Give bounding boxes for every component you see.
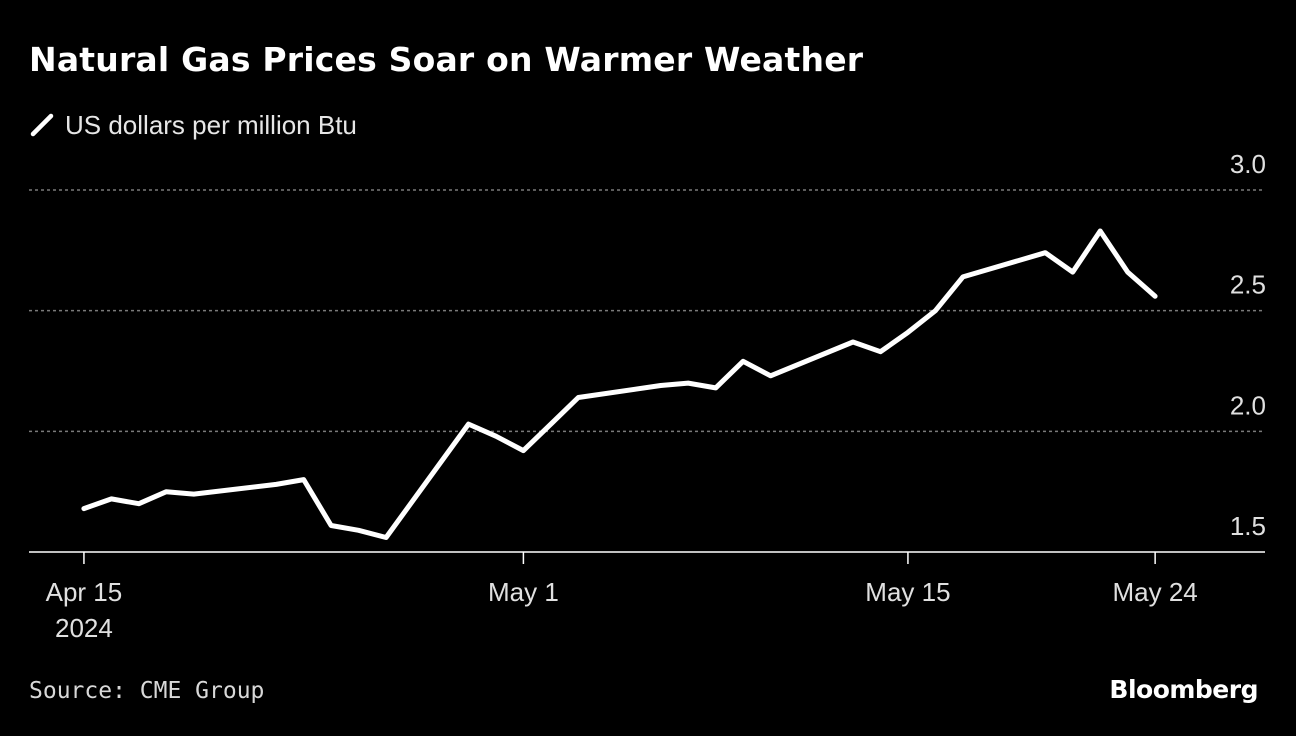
x-axis <box>29 551 1265 564</box>
bloomberg-logo: Bloomberg <box>1109 675 1258 704</box>
source-note: Source: CME Group <box>29 678 265 704</box>
y-tick-label: 2.5 <box>1230 270 1266 300</box>
legend-label: US dollars per million Btu <box>65 109 357 140</box>
grid-lines <box>29 189 1265 433</box>
x-tick-sublabel: 2024 <box>55 613 113 643</box>
x-tick-label: May 1 <box>488 577 559 607</box>
y-tick-label: 1.5 <box>1230 511 1266 541</box>
x-tick-label: Apr 15 <box>46 577 123 607</box>
x-tick-label: May 24 <box>1113 577 1198 607</box>
legend: US dollars per million Btu <box>29 108 357 142</box>
x-axis-labels: Apr 15 2024 May 1 May 15 May 24 <box>46 577 1198 643</box>
x-tick-label: May 15 <box>865 577 950 607</box>
chart-title: Natural Gas Prices Soar on Warmer Weathe… <box>29 40 864 79</box>
legend-line-icon <box>30 113 54 137</box>
y-tick-label: 2.0 <box>1230 390 1266 420</box>
series-line <box>81 228 1158 540</box>
series-layer <box>81 228 1158 540</box>
y-tick-label: 3.0 <box>1230 149 1266 179</box>
y-axis-labels: 1.5 2.0 2.5 3.0 <box>1230 149 1266 541</box>
